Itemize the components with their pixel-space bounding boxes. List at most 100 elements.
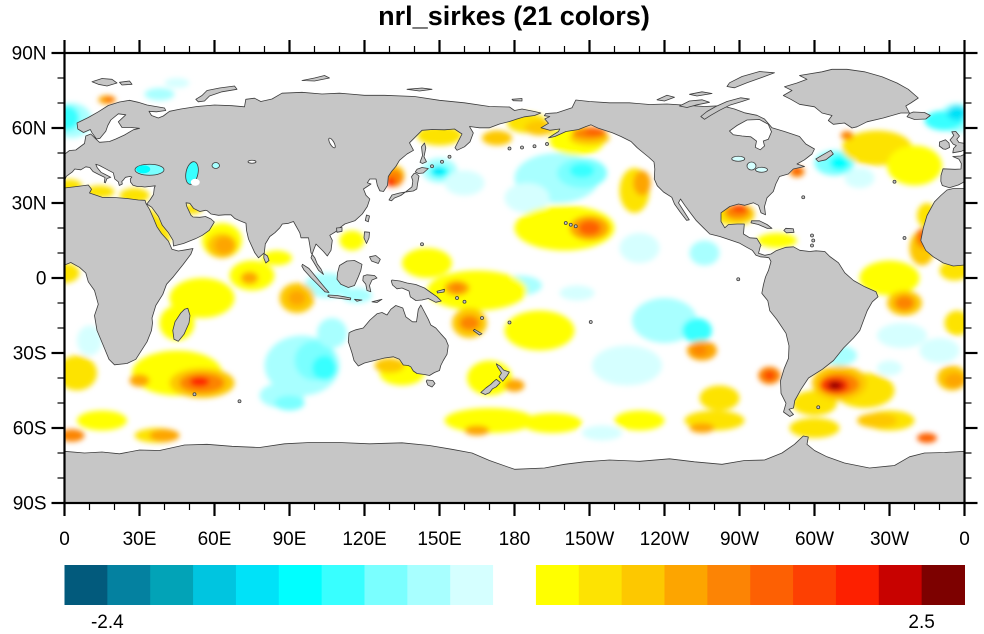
anomaly-blob bbox=[789, 418, 840, 438]
colorbar-cell bbox=[235, 565, 280, 605]
anomaly-blob bbox=[887, 145, 942, 186]
anomaly-blob bbox=[859, 260, 920, 296]
land-iceland bbox=[906, 111, 931, 120]
land-wrangel bbox=[511, 98, 523, 102]
land-luzon bbox=[363, 231, 370, 244]
land-java bbox=[327, 294, 352, 301]
land-africa-west-of-0 bbox=[64, 184, 194, 366]
lake-baikal bbox=[328, 137, 336, 149]
anomaly-blob bbox=[632, 298, 697, 343]
anomaly-blob bbox=[262, 250, 292, 266]
anomaly-blob bbox=[919, 338, 960, 363]
colorbar-cell bbox=[535, 565, 580, 605]
anomaly-blob bbox=[189, 376, 210, 387]
lon-tick-label: 180 bbox=[499, 529, 531, 550]
anomaly-blob bbox=[689, 240, 720, 266]
anomaly-blob bbox=[504, 183, 550, 213]
land-borneo bbox=[336, 260, 363, 288]
inland-water-layer bbox=[134, 119, 772, 186]
black-sea-west bbox=[136, 165, 151, 174]
anomaly-field bbox=[64, 78, 965, 443]
island-dot bbox=[810, 243, 814, 248]
island-dot bbox=[507, 320, 512, 325]
lat-tick-label: 90S bbox=[13, 494, 47, 515]
lon-tick-label: 30E bbox=[123, 529, 157, 550]
anomaly-blob bbox=[559, 285, 595, 301]
land-banks bbox=[656, 94, 675, 102]
lon-tick-label: 90E bbox=[273, 529, 307, 550]
colorbar-label: 2.5 bbox=[908, 612, 934, 633]
land-victoria-island bbox=[679, 99, 710, 108]
land-nz-south bbox=[480, 378, 501, 395]
island-dot bbox=[810, 233, 814, 238]
land-antarctica bbox=[64, 435, 965, 503]
colorbar-cell bbox=[493, 565, 537, 605]
anomaly-blob bbox=[830, 382, 839, 389]
land-novaya-zemlya bbox=[195, 85, 238, 103]
anomaly-blob bbox=[699, 385, 740, 411]
anomaly-blob bbox=[64, 429, 85, 442]
colorbar-cell bbox=[835, 565, 880, 605]
anomaly-blob bbox=[77, 410, 127, 431]
land-new-caledonia bbox=[472, 328, 483, 336]
island-dot bbox=[462, 299, 467, 304]
island-dot bbox=[563, 221, 568, 225]
land-new-britain bbox=[436, 288, 445, 294]
anomaly-blob bbox=[312, 355, 337, 381]
land-ireland bbox=[938, 139, 950, 150]
island-dot bbox=[532, 144, 537, 149]
anomaly-blob bbox=[522, 413, 582, 433]
anomaly-blob bbox=[757, 233, 797, 248]
anomaly-blob bbox=[857, 413, 897, 428]
island-dot bbox=[736, 277, 741, 282]
anomaly-blob bbox=[64, 263, 80, 283]
anomaly-blob bbox=[944, 373, 965, 388]
lat-tick-label: 60S bbox=[13, 419, 47, 440]
lon-tick-label: 90W bbox=[720, 529, 759, 550]
land-new-siberian bbox=[406, 87, 433, 92]
anomaly-blob bbox=[464, 425, 490, 436]
anomaly-blob bbox=[793, 168, 801, 173]
anomaly-blob bbox=[844, 168, 875, 188]
anomaly-blob bbox=[732, 204, 747, 213]
anomaly-blob bbox=[459, 315, 480, 331]
anomaly-blob bbox=[77, 325, 102, 356]
land-americas bbox=[540, 99, 879, 417]
anomaly-blob bbox=[104, 97, 115, 103]
lake-erie-ontario bbox=[755, 166, 768, 173]
anomaly-field-layer bbox=[64, 78, 965, 443]
lat-tick-label: 30S bbox=[13, 344, 47, 365]
land-britain bbox=[949, 131, 965, 154]
anomaly-blob bbox=[64, 355, 97, 391]
anomaly-blob bbox=[569, 163, 595, 178]
colorbar-cell bbox=[107, 565, 151, 605]
island-dot bbox=[192, 392, 197, 397]
anomaly-blob bbox=[214, 236, 235, 255]
land-hainan bbox=[336, 227, 343, 233]
anomaly-blob bbox=[164, 78, 190, 88]
island-dot bbox=[420, 242, 424, 247]
land-tasmania bbox=[425, 379, 436, 388]
anomaly-blob bbox=[450, 283, 464, 293]
land-sakhalin bbox=[419, 142, 427, 164]
island-dot bbox=[816, 405, 821, 410]
anomaly-blob bbox=[584, 128, 605, 136]
land-layer bbox=[64, 68, 965, 503]
anomaly-blob bbox=[692, 345, 707, 356]
anomaly-blob bbox=[840, 131, 854, 140]
land-taiwan bbox=[364, 214, 370, 223]
land-timor bbox=[371, 298, 383, 303]
colorbar-cell bbox=[407, 565, 451, 605]
land-mindanao bbox=[369, 255, 381, 264]
colorbar-cell bbox=[278, 565, 323, 605]
island-dot bbox=[440, 159, 444, 164]
colorbar-cell bbox=[664, 565, 708, 605]
colorbar-cell bbox=[193, 565, 237, 605]
island-dot bbox=[801, 195, 806, 200]
colorbar-cell bbox=[150, 565, 194, 605]
land-sri-lanka bbox=[263, 253, 270, 264]
island-dot bbox=[447, 154, 452, 159]
lon-tick-label: 150E bbox=[417, 529, 461, 550]
